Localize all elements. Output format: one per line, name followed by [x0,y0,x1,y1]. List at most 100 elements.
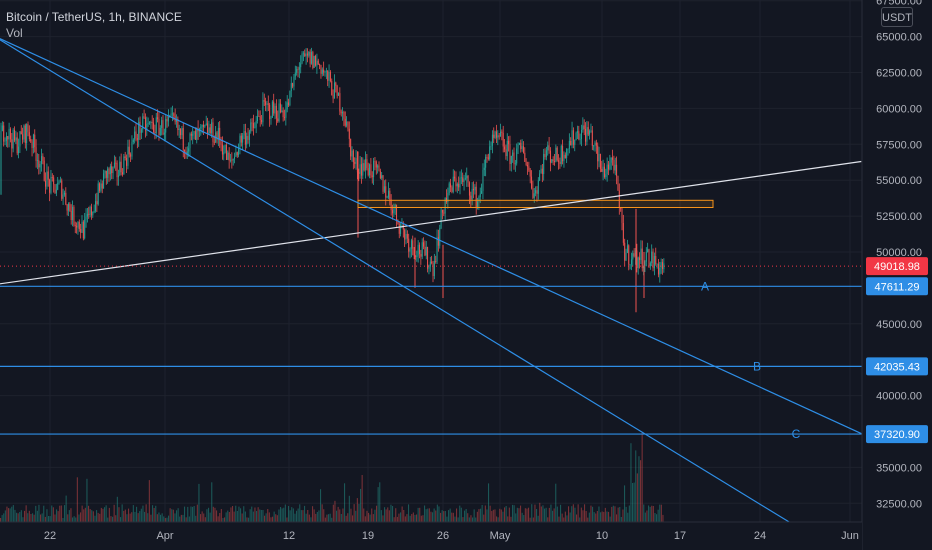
volume-bar [548,507,550,522]
volume-bar [83,509,85,522]
candle-body [494,131,496,138]
volume-bar [611,506,613,522]
volume-bar [43,505,45,522]
candle-body [255,120,257,128]
volume-bar [252,511,254,522]
candle-body [396,204,398,221]
candle-body [497,135,499,138]
candle-body [331,81,333,95]
candle-body [181,128,183,136]
candle-body [379,170,381,179]
candle-body [374,161,376,162]
candle-body [327,70,329,81]
volume-bar [121,504,123,522]
candle-body [425,247,427,256]
volume-bar [233,511,235,522]
volume-bar [531,504,533,522]
candle-body [248,131,250,140]
volume-bar [128,508,130,522]
candle-body [11,139,13,149]
candle-body [217,127,219,140]
candle-body [167,117,169,122]
volume-bar [118,507,120,522]
candle-body [238,147,240,156]
candle-body [427,247,429,269]
volume-bar [440,512,442,522]
volume-bar [320,489,322,522]
currency-badge[interactable]: USDT [881,7,913,27]
volume-bar [196,504,198,522]
volume-bar [228,512,230,522]
candle-body [339,93,341,112]
candle-body [621,208,623,223]
volume-bar [587,517,589,522]
volume-bar [553,508,555,522]
candle-body [302,53,304,55]
candle-body [158,118,160,135]
candle-body [126,158,128,166]
candle-body [478,197,480,202]
candle-body [89,206,91,215]
candle-body [591,130,593,146]
candle-body [35,147,37,161]
candle-body [285,109,287,118]
volume-bar [48,516,50,522]
candle-body [454,176,456,179]
y-tick-label: 45000.00 [876,319,922,331]
candle-body [149,122,150,124]
volume-bar [171,509,173,522]
volume-bar [235,505,237,522]
candle-body [165,119,167,133]
candle-body [594,142,596,146]
candle-body [448,183,450,194]
candle-body [659,267,661,275]
candle-body [336,85,338,96]
volume-bar [249,509,251,522]
volume-bar [240,508,242,522]
volume-bar [569,512,571,522]
volume-label: Vol [6,26,23,40]
volume-bar [356,498,358,522]
candle-body [46,171,48,187]
volume-bar [161,513,163,522]
volume-bar [651,505,653,522]
volume-bar [484,505,486,522]
candle-body [628,245,630,265]
volume-bar [628,505,630,522]
candle-body [333,82,335,99]
volume-bar [508,507,510,522]
volume-bar [288,506,290,522]
candle-body [259,116,261,120]
candle-body [535,190,537,194]
volume-bar [336,510,338,522]
volume-bar [57,511,59,522]
candle-body [451,187,453,192]
candle-body [96,201,98,205]
candle-body [598,153,600,162]
volume-bar [67,514,69,522]
grid-lines [0,0,862,522]
candle-body [563,154,565,162]
candle-body [474,186,476,191]
candle-body [502,133,504,147]
volume-bar [585,511,587,522]
candle-body [570,140,572,146]
candle-body [53,177,55,185]
candle-body [608,164,609,170]
volume-bar [187,506,189,522]
volume-bar [369,514,371,522]
volume-bar [633,482,635,522]
candle-body [178,128,180,130]
candle-body [66,204,68,211]
candle-body [286,102,288,110]
candle-body [394,204,396,209]
volume-bar [137,513,139,522]
volume-bar [510,516,512,522]
candle-body [244,131,246,145]
candle-body [246,136,248,145]
candle-body [531,176,533,189]
candle-body [556,147,558,161]
volume-bar [449,508,451,522]
volume-bar [174,513,176,522]
